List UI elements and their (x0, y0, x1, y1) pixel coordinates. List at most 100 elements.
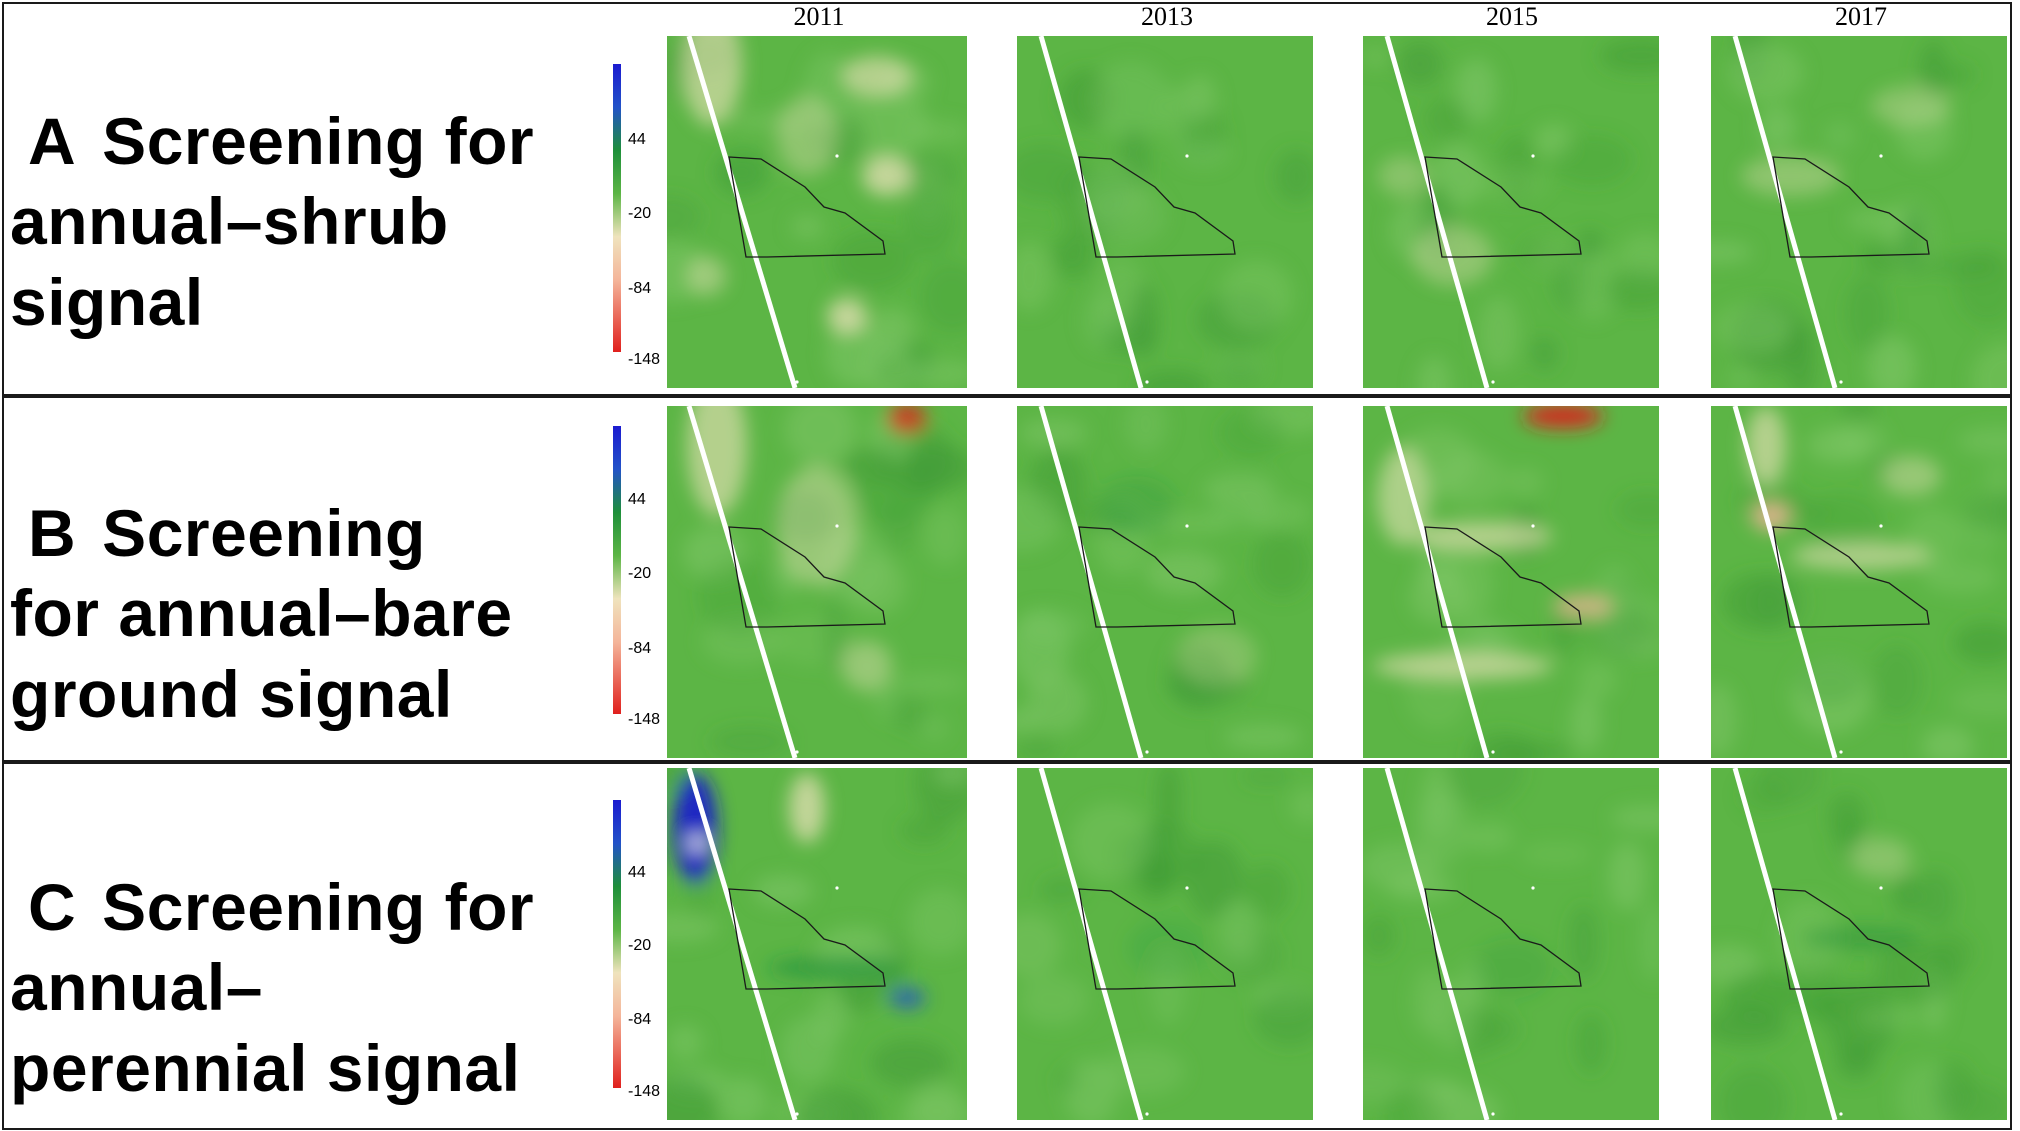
panel-b-tick-neg20: -20 (628, 565, 652, 582)
marker-dot (1879, 886, 1883, 890)
map-c-2011 (667, 768, 967, 1120)
study-area-outline (1078, 888, 1236, 990)
panel-a-letter: A (28, 103, 77, 178)
marker-dot (1491, 380, 1495, 384)
panel-c-tick-neg84: -84 (628, 1011, 652, 1028)
map-texture (682, 406, 967, 758)
study-area-outline (1078, 156, 1236, 258)
marker-dot (1491, 750, 1495, 754)
map-b-2013 (1017, 406, 1313, 758)
marker-dot (1145, 380, 1149, 384)
map-texture (1711, 768, 2007, 1120)
panel-c-tick-44: 44 (628, 864, 646, 881)
panel-b-tick-neg148: -148 (628, 711, 661, 728)
map-c-2013 (1017, 768, 1313, 1120)
road-line (686, 406, 798, 758)
study-area-outline (1078, 526, 1236, 628)
year-label-2015: 2015 (1486, 2, 1538, 31)
panel-a-tick-44: 44 (628, 131, 646, 148)
panel-c-tick-neg148: -148 (628, 1083, 661, 1100)
panel-b-color-scale (613, 426, 621, 714)
panel-a-title: A Screening for annual–shrub signal (10, 20, 534, 342)
marker-dot (1491, 1112, 1495, 1116)
marker-dot (795, 1112, 799, 1116)
panel-b-tick-44: 44 (628, 491, 646, 508)
study-area-outline (1424, 526, 1582, 628)
panel-c-tick-neg20: -20 (628, 937, 652, 954)
panel-b-letter: B (28, 495, 77, 570)
panel-c-color-scale (613, 800, 621, 1088)
panel-c-letter: C (28, 869, 77, 944)
study-area-outline (728, 156, 886, 258)
panel-a-tick-neg20: -20 (628, 205, 652, 222)
map-texture (1017, 61, 1313, 388)
marker-dot (835, 886, 839, 890)
map-b-2017 (1711, 406, 2007, 758)
map-texture (1017, 406, 1313, 758)
panel-a-title-text: Screening for annual–shrub signal (10, 103, 535, 339)
study-area-outline (1772, 888, 1930, 990)
map-texture (1017, 768, 1313, 1120)
study-area-outline (728, 888, 886, 990)
study-area-outline (1424, 888, 1582, 990)
map-texture (1363, 37, 1659, 388)
panel-a-color-scale (613, 64, 621, 352)
study-area-outline (1772, 526, 1930, 628)
map-a-2017 (1711, 36, 2007, 388)
map-texture (1373, 406, 1659, 758)
marker-dot (795, 380, 799, 384)
marker-dot (1879, 524, 1883, 528)
marker-dot (835, 154, 839, 158)
road-line (1038, 36, 1144, 388)
road-line (1384, 406, 1490, 758)
marker-dot (1185, 154, 1189, 158)
year-label-2011: 2011 (793, 2, 845, 31)
study-area-outline (728, 526, 886, 628)
panel-b-title-text: Screening for annual–bare ground signal (10, 495, 513, 731)
study-area-outline (1772, 156, 1930, 258)
map-a-2011 (667, 36, 967, 388)
year-label-2013: 2013 (1141, 2, 1193, 31)
marker-dot (795, 750, 799, 754)
map-a-2013 (1017, 36, 1313, 388)
marker-dot (1839, 750, 1843, 754)
panel-a (2, 2, 2012, 396)
road-line (1384, 768, 1490, 1120)
panel-b (2, 396, 2012, 762)
panel-a-tick-neg148: -148 (628, 351, 661, 368)
panel-c-title-text: Screening for annual– perennial signal (10, 869, 535, 1105)
road-line (1732, 768, 1838, 1120)
map-b-2011 (667, 406, 967, 758)
panel-b-title: B Screening for annual–bare ground signal (10, 412, 513, 734)
marker-dot (1531, 154, 1535, 158)
panel-b-tick-neg84: -84 (628, 640, 652, 657)
marker-dot (1145, 1112, 1149, 1116)
road-line (1732, 406, 1838, 758)
panel-c (2, 762, 2012, 1130)
year-label-2017: 2017 (1835, 2, 1887, 31)
road-line (1732, 36, 1838, 388)
road-line (1038, 768, 1144, 1120)
marker-dot (1145, 750, 1149, 754)
map-a-2015 (1363, 36, 1659, 388)
road-line (686, 36, 798, 388)
map-b-2015 (1363, 406, 1659, 758)
map-c-2015 (1363, 768, 1659, 1120)
panel-c-title: C Screening for annual– perennial signal (10, 786, 534, 1108)
marker-dot (1531, 886, 1535, 890)
map-texture (1363, 768, 1659, 1120)
study-area-outline (1424, 156, 1582, 258)
marker-dot (1839, 1112, 1843, 1116)
road-line (686, 768, 798, 1120)
panel-a-tick-neg84: -84 (628, 280, 652, 297)
marker-dot (1185, 886, 1189, 890)
marker-dot (835, 524, 839, 528)
marker-dot (1185, 524, 1189, 528)
marker-dot (1531, 524, 1535, 528)
road-line (1038, 406, 1144, 758)
map-c-2017 (1711, 768, 2007, 1120)
marker-dot (1839, 380, 1843, 384)
road-line (1384, 36, 1490, 388)
map-texture (667, 768, 967, 1120)
marker-dot (1879, 154, 1883, 158)
